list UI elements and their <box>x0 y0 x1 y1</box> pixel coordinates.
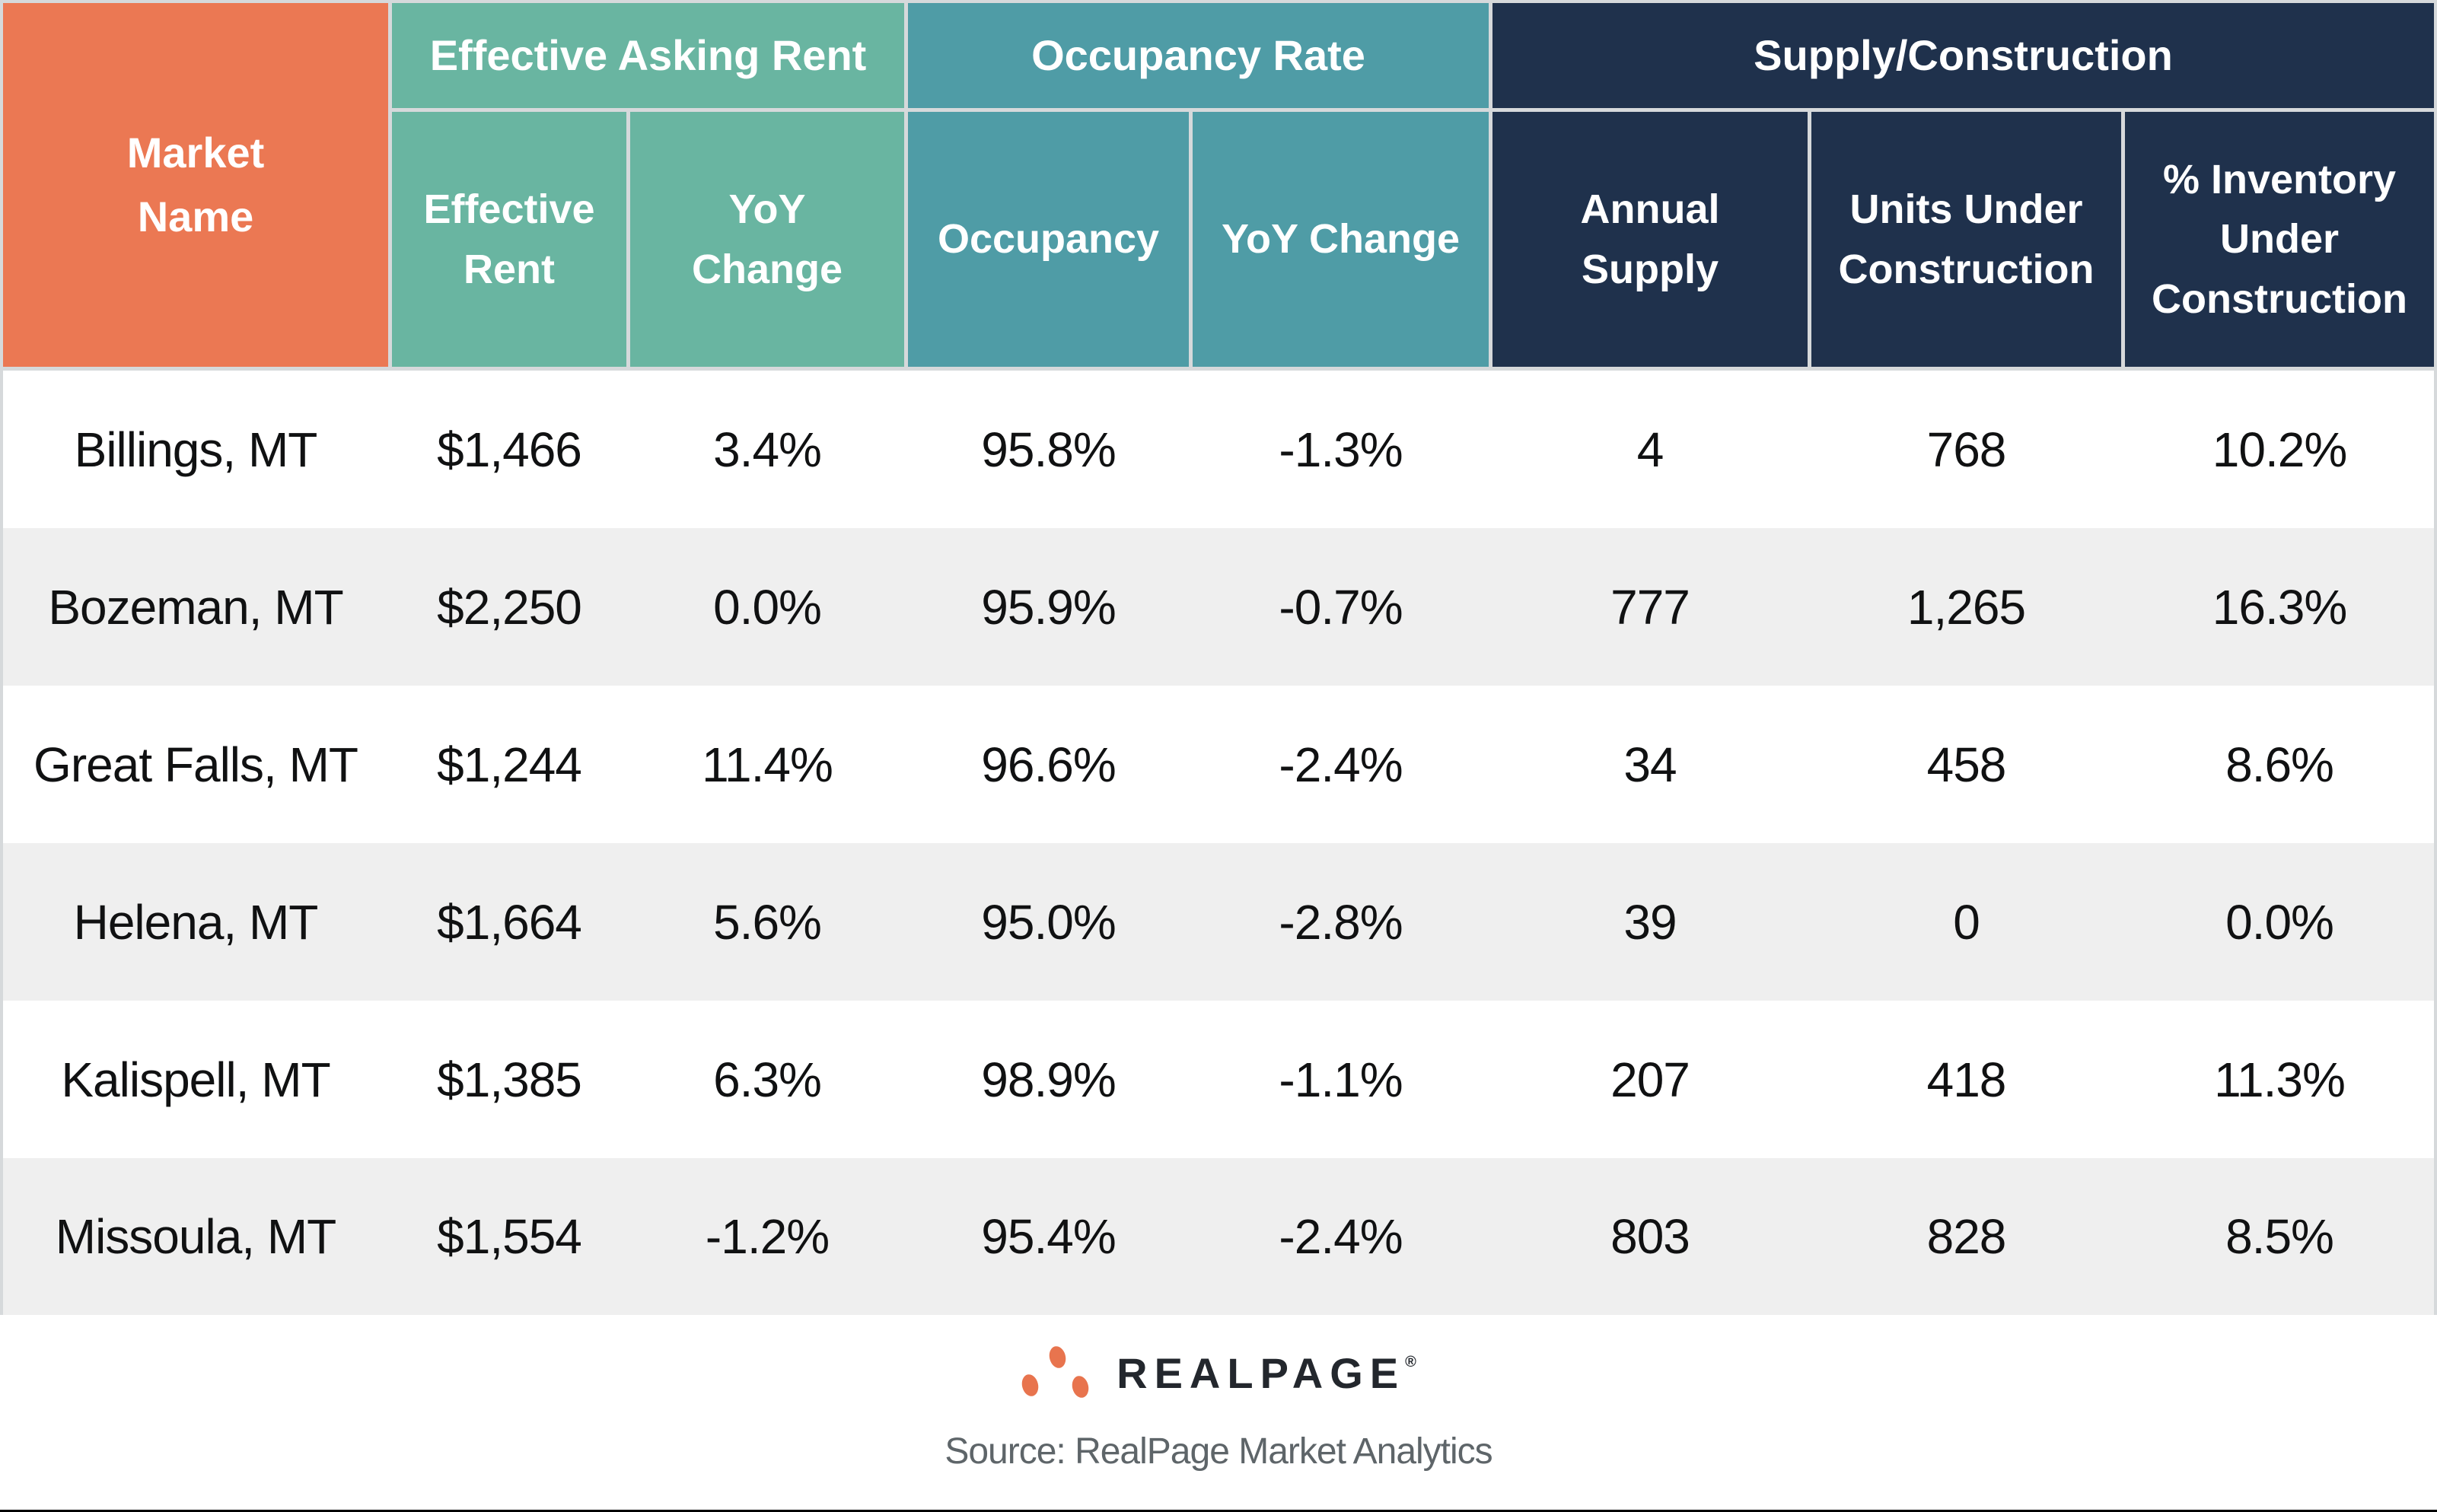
cell-occupancy: 98.9% <box>981 1052 1116 1107</box>
cell-market-name: Bozeman, MT <box>48 579 343 635</box>
cell-occupancy-yoy-change: -2.4% <box>1279 737 1403 792</box>
logo-dot-bottom-right <box>1069 1374 1091 1400</box>
cell-pct-inventory-under-construction: 11.3% <box>2214 1052 2346 1107</box>
cell-pct-inventory-under-construction: 0.0% <box>2225 894 2334 950</box>
cell-occupancy: 95.0% <box>981 894 1116 950</box>
table-row: Billings, MT $1,466 3.4% 95.8% -1.3% 4 7… <box>3 371 2434 528</box>
cell-units-under-construction: 458 <box>1926 737 2007 792</box>
cell-units-under-construction: 768 <box>1926 422 2007 477</box>
table-row: Missoula, MT $1,554 -1.2% 95.4% -2.4% 80… <box>3 1158 2434 1315</box>
logo-dot-top <box>1046 1344 1069 1370</box>
column-header-rent-yoy-change: YoY Change <box>630 112 904 367</box>
cell-annual-supply: 4 <box>1636 422 1664 477</box>
table-header: Market Name Effective Asking Rent Occupa… <box>3 3 2434 371</box>
cell-effective-rent: $1,244 <box>437 737 582 792</box>
cell-effective-rent: $1,664 <box>437 894 582 950</box>
table-row: Great Falls, MT $1,244 11.4% 96.6% -2.4%… <box>3 686 2434 843</box>
column-header-pct-inventory-under-construction: % Inventory Under Construction <box>2125 112 2434 367</box>
cell-market-name: Billings, MT <box>74 422 318 477</box>
logo-dot-bottom-left <box>1019 1372 1041 1399</box>
cell-annual-supply: 34 <box>1623 737 1677 792</box>
realpage-logo-dots-icon <box>1019 1344 1100 1400</box>
cell-pct-inventory-under-construction: 8.5% <box>2225 1209 2334 1264</box>
cell-market-name: Helena, MT <box>73 894 319 950</box>
source-attribution: Source: RealPage Market Analytics <box>945 1431 1492 1472</box>
cell-rent-yoy-change: 11.4% <box>702 737 833 792</box>
cell-rent-yoy-change: 3.4% <box>713 422 822 477</box>
table-row: Kalispell, MT $1,385 6.3% 98.9% -1.1% 20… <box>3 1001 2434 1158</box>
cell-units-under-construction: 418 <box>1926 1052 2007 1107</box>
table-row: Helena, MT $1,664 5.6% 95.0% -2.8% 39 0 … <box>3 843 2434 1001</box>
column-header-effective-rent: Effective Rent <box>392 112 626 367</box>
cell-pct-inventory-under-construction: 16.3% <box>2212 579 2347 635</box>
cell-effective-rent: $1,385 <box>437 1052 582 1107</box>
cell-occupancy-yoy-change: -2.4% <box>1279 1209 1403 1264</box>
cell-occupancy: 95.9% <box>981 579 1116 635</box>
cell-annual-supply: 777 <box>1610 579 1690 635</box>
cell-occupancy-yoy-change: -0.7% <box>1279 579 1403 635</box>
cell-pct-inventory-under-construction: 8.6% <box>2225 737 2334 792</box>
cell-market-name: Great Falls, MT <box>33 737 358 792</box>
cell-units-under-construction: 0 <box>1953 894 1980 950</box>
realpage-wordmark: REALPAGE® <box>1117 1348 1416 1397</box>
cell-occupancy-yoy-change: -1.3% <box>1279 422 1403 477</box>
group-header-effective-asking-rent: Effective Asking Rent <box>392 3 904 108</box>
cell-occupancy: 95.8% <box>981 422 1116 477</box>
column-header-occupancy: Occupancy <box>908 112 1189 367</box>
column-header-occupancy-yoy-change: YoY Change <box>1193 112 1489 367</box>
group-header-occupancy-rate: Occupancy Rate <box>908 3 1489 108</box>
cell-annual-supply: 803 <box>1610 1209 1690 1264</box>
cell-occupancy-yoy-change: -2.8% <box>1279 894 1403 950</box>
market-data-table: Market Name Effective Asking Rent Occupa… <box>0 0 2437 1315</box>
cell-rent-yoy-change: -1.2% <box>705 1209 830 1264</box>
cell-rent-yoy-change: 5.6% <box>713 894 822 950</box>
cell-units-under-construction: 828 <box>1926 1209 2007 1264</box>
cell-effective-rent: $1,466 <box>437 422 582 477</box>
table-row: Bozeman, MT $2,250 0.0% 95.9% -0.7% 777 … <box>3 528 2434 686</box>
cell-annual-supply: 39 <box>1623 894 1677 950</box>
cell-occupancy: 95.4% <box>981 1209 1116 1264</box>
cell-pct-inventory-under-construction: 10.2% <box>2212 422 2347 477</box>
group-header-supply-construction: Supply/Construction <box>1492 3 2434 108</box>
footer: REALPAGE® Source: RealPage Market Analyt… <box>0 1315 2437 1510</box>
cell-occupancy: 96.6% <box>981 737 1116 792</box>
registered-trademark-symbol: ® <box>1405 1353 1416 1370</box>
cell-effective-rent: $1,554 <box>437 1209 582 1264</box>
realpage-logo: REALPAGE® <box>1019 1344 1416 1400</box>
cell-market-name: Kalispell, MT <box>61 1052 330 1107</box>
cell-annual-supply: 207 <box>1610 1052 1690 1107</box>
column-header-units-under-construction: Units Under Construction <box>1811 112 2121 367</box>
column-header-market-name: Market Name <box>3 3 388 367</box>
cell-rent-yoy-change: 0.0% <box>713 579 822 635</box>
cell-occupancy-yoy-change: -1.1% <box>1279 1052 1403 1107</box>
cell-effective-rent: $2,250 <box>437 579 582 635</box>
column-header-annual-supply: Annual Supply <box>1492 112 1808 367</box>
cell-units-under-construction: 1,265 <box>1907 579 2026 635</box>
cell-market-name: Missoula, MT <box>55 1209 337 1264</box>
cell-rent-yoy-change: 6.3% <box>713 1052 822 1107</box>
table-body: Billings, MT $1,466 3.4% 95.8% -1.3% 4 7… <box>3 371 2434 1315</box>
